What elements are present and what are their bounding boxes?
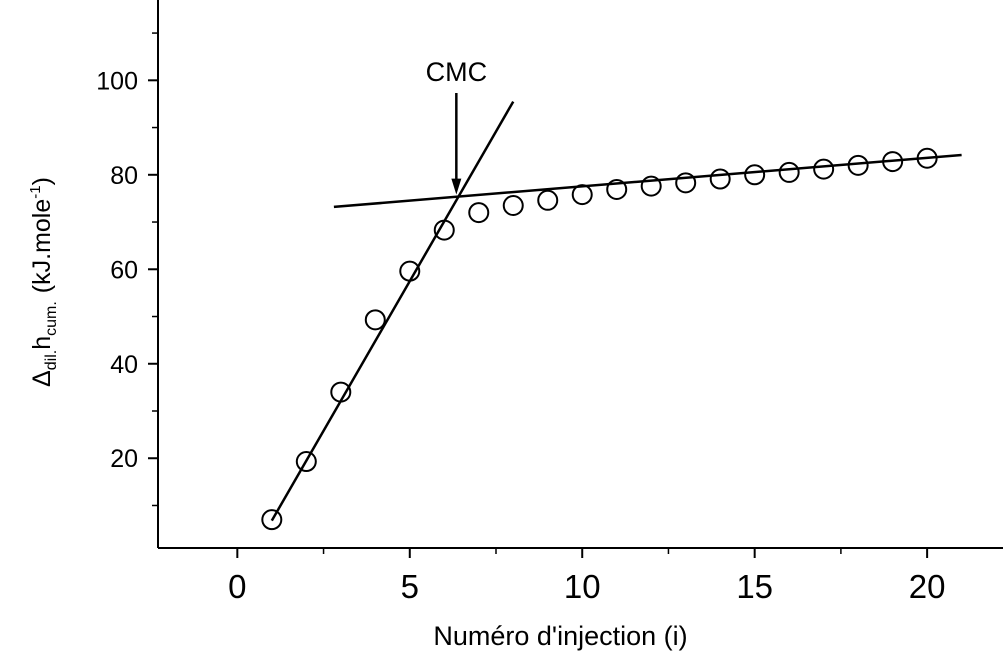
data-point — [364, 309, 386, 331]
x-tick-label: 10 — [564, 568, 601, 605]
data-point — [882, 151, 904, 173]
y-axis-title: Δdil.hcum. (kJ.mole-1) — [27, 177, 60, 387]
data-point — [433, 219, 455, 241]
data-point — [847, 154, 869, 176]
plot-frame — [157, 0, 1003, 549]
data-point — [709, 168, 731, 190]
y-title-units-sup: -1 — [27, 185, 44, 198]
y-tick-label: 60 — [110, 256, 138, 284]
fit-line — [333, 153, 962, 209]
x-axis-title: Numéro d'injection (i) — [433, 621, 687, 651]
y-title-units: (kJ.mole — [28, 199, 56, 293]
data-point — [295, 451, 317, 473]
data-point — [571, 184, 593, 206]
fit-line — [270, 100, 515, 522]
y-tick-label: 40 — [110, 351, 138, 379]
data-point — [537, 189, 559, 211]
cmc-annotation: CMC — [426, 57, 488, 195]
data-points — [261, 147, 938, 531]
y-title-delta-sub: dil. — [43, 350, 60, 370]
fit-lines — [270, 100, 962, 522]
data-point — [916, 147, 938, 169]
data-point — [813, 158, 835, 180]
data-point — [675, 172, 697, 194]
cmc-arrow-head — [451, 178, 462, 195]
x-tick-label: 5 — [401, 568, 419, 605]
data-point — [502, 195, 524, 216]
y-tick-label: 80 — [110, 162, 138, 190]
y-tick-label: 20 — [110, 445, 138, 473]
y-title-var: h — [28, 336, 56, 350]
data-point — [744, 164, 766, 186]
y-tick-label: 100 — [96, 67, 138, 95]
data-point — [399, 260, 421, 282]
y-axis-ticks: 20 40 60 80 100 — [96, 32, 158, 507]
x-axis-ticks: 0 5 10 15 20 — [228, 548, 945, 605]
data-point — [261, 509, 283, 531]
x-tick-label: 0 — [228, 568, 246, 605]
x-tick-label: 20 — [909, 568, 946, 605]
data-point — [468, 202, 490, 224]
data-point — [606, 178, 628, 200]
y-title-units-close: ) — [28, 177, 56, 185]
data-point — [640, 175, 662, 197]
y-title-delta: Δ — [28, 370, 56, 387]
y-title-var-sub: cum. — [43, 301, 60, 336]
data-point — [330, 381, 352, 403]
data-point — [778, 161, 800, 183]
x-tick-label: 15 — [736, 568, 773, 605]
cmc-label: CMC — [426, 57, 488, 87]
